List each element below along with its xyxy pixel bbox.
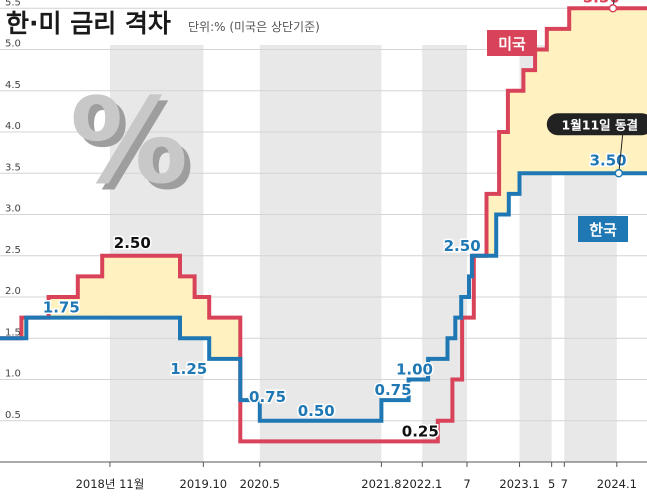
y-tick-label: 2.0 bbox=[5, 286, 21, 297]
note-leader bbox=[612, 0, 615, 9]
percent-icon-face: % bbox=[70, 72, 188, 210]
notes: 12월13일 동결1월11일 동결 bbox=[546, 0, 647, 178]
y-tick-label: 1.0 bbox=[5, 369, 21, 380]
x-tick-label: 7 bbox=[561, 477, 568, 491]
y-tick-label: 3.0 bbox=[5, 204, 21, 215]
y-tick-label: 3.5 bbox=[5, 162, 21, 173]
legend-box-0 bbox=[487, 30, 537, 56]
data-label: 1.75 bbox=[43, 299, 80, 317]
x-axis: 2018년 11월 2019.10 2020.5 2021.8 2022.1 7 2023.… bbox=[0, 461, 647, 491]
shaded-band-2 bbox=[422, 45, 468, 462]
legend-label: 미국 bbox=[498, 35, 526, 53]
data-label: 2.50 bbox=[114, 234, 151, 252]
y-tick-label: 4.0 bbox=[5, 121, 21, 132]
data-label: 1.25 bbox=[170, 360, 207, 378]
series-lines bbox=[0, 6, 647, 444]
shaded-band-0 bbox=[109, 45, 204, 462]
y-tick-label: 1.5 bbox=[5, 327, 21, 338]
data-label: 2.50 bbox=[444, 237, 481, 255]
note-pill bbox=[546, 113, 647, 136]
y-tick-label: 4.5 bbox=[5, 80, 21, 91]
note-leader bbox=[618, 133, 624, 174]
data-label: 0.25 bbox=[402, 422, 439, 440]
percent-icon: %% bbox=[70, 72, 194, 216]
data-labels: 2.50 1.75 1.25 0.75 0.50 0.75 1.00 0.25 2.50 5.50… bbox=[41, 0, 628, 442]
chart-title: 한·미 금리 격차 bbox=[6, 9, 171, 38]
y-axis-ticks: 0.5 1.0 1.5 2.0 2.5 3.0 3.5 4.0 4.5 5.0 5.5 bbox=[5, 0, 21, 421]
series-line-kr bbox=[0, 171, 647, 423]
x-tick-label: 2024.1 bbox=[597, 477, 637, 491]
y-tick-label: 5.5 bbox=[5, 0, 21, 8]
note-text: 1월11일 동결 bbox=[562, 117, 638, 132]
x-tick-label: 2019.10 bbox=[180, 477, 228, 491]
x-tick-label: 2020.5 bbox=[240, 477, 280, 491]
x-tick-label: 5 bbox=[548, 477, 555, 491]
data-label: 0.50 bbox=[298, 402, 335, 420]
x-tick-label: 2022.1 bbox=[402, 477, 442, 491]
y-tick-label: 2.5 bbox=[5, 245, 21, 256]
y-tick-label: 5.0 bbox=[5, 39, 21, 50]
x-tick-label: 2023.1 bbox=[499, 477, 539, 491]
data-label: 3.50 bbox=[590, 151, 627, 169]
data-label: 0.75 bbox=[375, 381, 412, 399]
legend-box-1 bbox=[578, 216, 628, 242]
x-tick-label: 2021.8 bbox=[361, 477, 401, 491]
legend-label: 한국 bbox=[589, 221, 617, 239]
y-tick-label: 0.5 bbox=[5, 410, 21, 421]
series-line-us bbox=[0, 6, 647, 444]
x-tick-label: 7 bbox=[463, 477, 470, 491]
data-label: 0.75 bbox=[249, 388, 286, 406]
chart-subtitle: 단위:% (미국은 상단기준) bbox=[188, 20, 320, 34]
percent-icon-shadow: % bbox=[76, 78, 194, 216]
note-marker bbox=[608, 4, 618, 13]
x-tick-label: 2018년 11월 bbox=[76, 477, 145, 491]
data-label: 5.50 bbox=[583, 0, 620, 6]
data-label: 1.00 bbox=[396, 361, 433, 379]
note-marker bbox=[614, 169, 624, 178]
shaded-band-1 bbox=[259, 45, 382, 462]
